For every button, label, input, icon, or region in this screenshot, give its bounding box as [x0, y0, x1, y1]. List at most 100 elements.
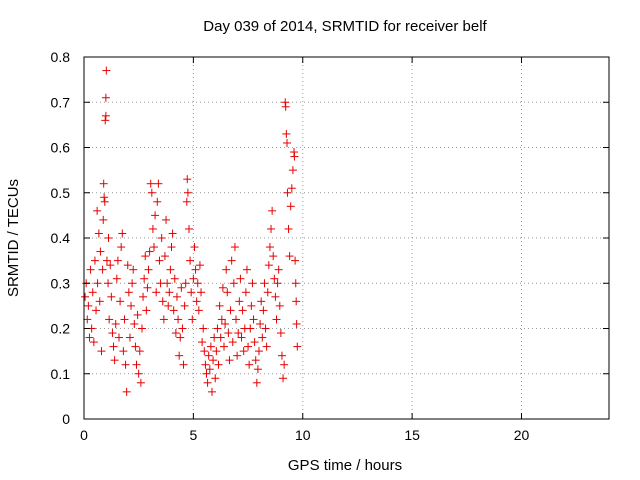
- data-point: [253, 365, 262, 374]
- data-point: [272, 315, 281, 324]
- data-point: [110, 356, 119, 365]
- data-point: [283, 188, 292, 197]
- data-point: [83, 315, 92, 324]
- data-point: [228, 338, 237, 347]
- data-point: [292, 319, 301, 328]
- y-tick-labels: 0 0.1 0.2 0.3 0.4 0.5 0.6 0.7 0.8: [51, 49, 71, 427]
- data-point: [220, 342, 228, 351]
- data-point: [92, 306, 101, 315]
- data-point: [273, 279, 282, 288]
- data-point: [165, 288, 174, 297]
- data-point: [192, 297, 201, 306]
- data-point: [187, 288, 196, 297]
- x-axis-label: GPS time / hours: [288, 457, 402, 474]
- data-point: [170, 274, 179, 283]
- data-point: [153, 197, 162, 206]
- data-point: [232, 315, 241, 324]
- y-tick-label: 0.2: [51, 321, 71, 337]
- data-point: [157, 234, 166, 242]
- data-point: [235, 297, 244, 306]
- data-point: [201, 360, 210, 369]
- data-point: [86, 265, 95, 274]
- data-point: [190, 243, 199, 252]
- data-point: [104, 234, 113, 242]
- data-point: [158, 297, 167, 306]
- grid-lines: [84, 57, 609, 419]
- data-point: [99, 179, 108, 188]
- data-point: [172, 292, 181, 301]
- data-point: [274, 265, 283, 274]
- data-point: [181, 279, 190, 288]
- data-point: [264, 261, 273, 270]
- data-point: [185, 224, 193, 233]
- data-point: [198, 338, 207, 347]
- data-point: [244, 342, 253, 351]
- data-point: [291, 256, 300, 265]
- x-tick-label: 10: [295, 427, 311, 443]
- axis-ticks: [83, 56, 609, 420]
- y-tick-label: 0.4: [51, 230, 71, 246]
- data-point: [124, 288, 133, 297]
- data-point: [269, 252, 278, 261]
- data-point: [277, 351, 286, 360]
- data-point: [252, 378, 261, 387]
- data-point: [101, 111, 110, 120]
- data-point: [284, 224, 293, 233]
- data-point: [197, 288, 206, 297]
- data-point: [175, 351, 184, 360]
- data-point: [84, 301, 93, 310]
- data-point: [193, 279, 202, 288]
- data-point: [152, 288, 161, 297]
- data-point: [234, 329, 243, 338]
- data-point: [137, 324, 146, 333]
- data-point: [268, 206, 277, 215]
- data-point: [205, 365, 214, 374]
- data-point: [102, 256, 111, 265]
- data-point: [290, 152, 299, 161]
- data-point: [276, 329, 285, 338]
- data-point: [151, 211, 160, 220]
- data-point: [202, 369, 211, 378]
- data-point: [195, 261, 204, 270]
- data-point: [287, 184, 296, 193]
- data-point: [215, 301, 224, 310]
- y-axis-label: SRMTID / TECUs: [5, 179, 22, 297]
- data-point: [127, 301, 136, 310]
- data-point: [178, 324, 187, 333]
- data-point: [105, 315, 114, 324]
- data-point: [209, 356, 218, 365]
- data-point: [226, 306, 235, 315]
- data-point: [90, 256, 99, 265]
- data-point: [132, 360, 141, 369]
- data-point: [122, 387, 131, 396]
- data-point: [251, 356, 260, 365]
- data-point: [200, 347, 209, 356]
- data-point: [167, 243, 176, 252]
- data-point: [261, 324, 270, 333]
- data-point: [230, 243, 239, 252]
- data-point: [85, 333, 94, 342]
- data-point: [93, 206, 102, 215]
- data-point: [129, 265, 138, 274]
- data-point: [270, 274, 279, 283]
- data-point: [280, 360, 289, 369]
- data-point: [108, 329, 117, 338]
- data-point: [166, 265, 175, 274]
- data-point: [155, 256, 164, 265]
- data-point: [169, 306, 178, 315]
- data-point: [229, 279, 238, 288]
- data-point: [116, 297, 125, 306]
- data-point: [130, 319, 139, 328]
- data-point: [95, 297, 104, 306]
- data-point: [282, 129, 291, 138]
- data-point: [288, 166, 297, 175]
- data-point: [97, 347, 106, 356]
- x-tick-labels: 0 5 10 15 20: [80, 427, 529, 443]
- data-point: [255, 347, 263, 356]
- data-point: [106, 261, 115, 270]
- data-point: [263, 288, 272, 297]
- data-point: [135, 347, 144, 356]
- data-point: [218, 283, 227, 292]
- chart-title: Day 039 of 2014, SRMTID for receiver bel…: [203, 18, 487, 35]
